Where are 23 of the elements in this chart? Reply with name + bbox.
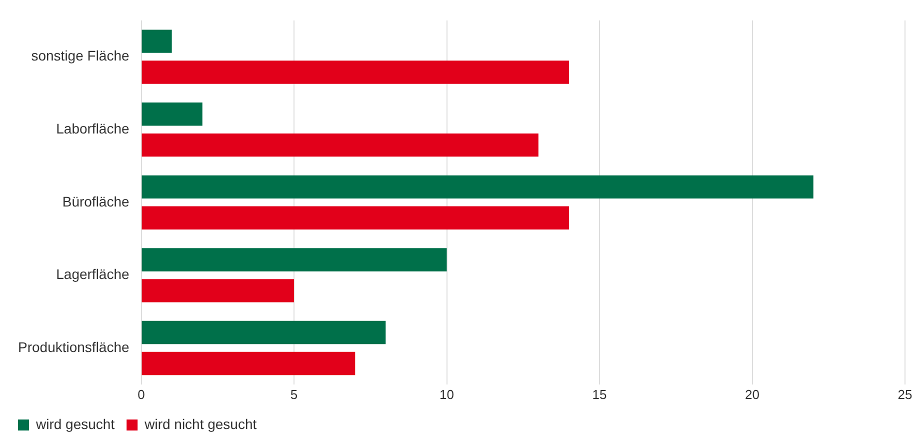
y-tick-label: Bürofläche xyxy=(62,193,130,210)
bar xyxy=(142,102,202,126)
bar xyxy=(142,30,172,53)
x-tick-label: 5 xyxy=(290,386,298,402)
x-tick-label: 20 xyxy=(745,386,760,402)
bar xyxy=(142,175,814,199)
bar xyxy=(142,279,294,302)
legend-label: wird nicht gesucht xyxy=(144,416,257,432)
x-tick-label: 15 xyxy=(592,386,607,402)
bar xyxy=(142,206,569,230)
y-tick-label: Produktionsfläche xyxy=(18,338,130,355)
y-tick-label: sonstige Fläche xyxy=(31,48,130,64)
legend-label: wird gesucht xyxy=(35,416,115,432)
x-tick-label: 0 xyxy=(138,386,145,402)
x-tick-label: 10 xyxy=(440,386,454,402)
y-tick-label: Laborfläche xyxy=(56,120,130,136)
bar xyxy=(142,60,569,84)
x-tick-label: 25 xyxy=(898,386,912,402)
bar xyxy=(142,352,356,376)
bar xyxy=(142,320,386,344)
bar xyxy=(142,133,538,157)
bar xyxy=(142,248,447,272)
y-tick-label: Lagerfläche xyxy=(56,266,130,282)
